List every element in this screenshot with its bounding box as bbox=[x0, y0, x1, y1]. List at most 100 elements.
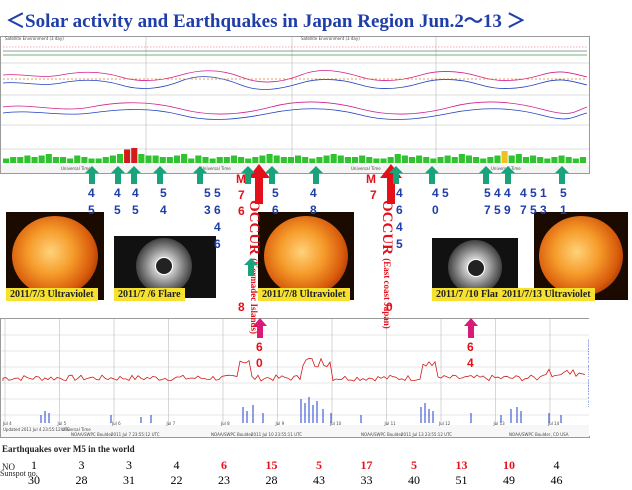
xray-right-strip bbox=[589, 318, 632, 436]
xray-date-label: Jul 7 bbox=[166, 421, 176, 426]
magenta-1-num-1: 0 bbox=[256, 356, 263, 370]
sun-image-3 bbox=[534, 212, 628, 300]
kp-bar bbox=[408, 157, 416, 163]
kp-bar bbox=[3, 158, 10, 163]
sunspot-label: Sunspot no. bbox=[0, 469, 38, 478]
flare-image-2-caption: 2011/7 /10 Flare bbox=[432, 288, 508, 301]
kp-bar bbox=[515, 154, 522, 163]
top-panel-header-left: Satellite Environment (3 day) bbox=[5, 36, 64, 41]
kp-bar bbox=[173, 155, 181, 163]
sunspot-count-cell: 40 bbox=[408, 473, 420, 487]
sun-image-2 bbox=[258, 212, 354, 300]
blue-magnitude-digit: 1 bbox=[540, 186, 547, 200]
no-label: NO bbox=[2, 462, 15, 472]
kp-bar bbox=[416, 155, 423, 163]
kp-bar bbox=[159, 157, 166, 163]
kp-bar bbox=[124, 149, 131, 163]
kp-bar bbox=[266, 154, 273, 163]
blue-magnitude-digit: 4 bbox=[520, 186, 527, 200]
blue-magnitude-digit: 5 bbox=[530, 186, 537, 200]
kp-bar bbox=[216, 157, 223, 163]
kp-bar bbox=[259, 155, 266, 163]
occur-1-num-1: 6 bbox=[238, 204, 245, 218]
kp-bar bbox=[116, 154, 124, 163]
blue-magnitude-digit: 1 bbox=[560, 203, 567, 217]
green-arrow-icon bbox=[389, 166, 403, 189]
occur-arrow-1 bbox=[248, 164, 270, 209]
kp-bar bbox=[252, 157, 259, 163]
flare-image-1 bbox=[114, 236, 216, 298]
blue-magnitude-digit: 7 bbox=[520, 203, 527, 217]
occur-label-2: OCCUR (East coast Japan) bbox=[378, 200, 395, 329]
satellite-environment-plot bbox=[1, 37, 589, 173]
green-arrow-icon bbox=[555, 166, 569, 189]
kp-bar bbox=[458, 154, 465, 163]
occur-2-num-1: 0 bbox=[386, 300, 393, 314]
kp-bar bbox=[230, 155, 238, 163]
kp-bar bbox=[423, 157, 430, 163]
sunspot-count-cell: 31 bbox=[123, 473, 135, 487]
earthquake-count-cell: 13 bbox=[455, 458, 468, 472]
kp-bar bbox=[451, 157, 458, 163]
kp-bar bbox=[530, 155, 537, 163]
occur-1-text: OCCUR bbox=[246, 200, 262, 255]
kp-bar bbox=[88, 158, 95, 163]
occur-1-sub: (Kermadec Islands) bbox=[249, 258, 259, 334]
kp-bar bbox=[188, 158, 195, 163]
sunspot-count-cell: 43 bbox=[313, 473, 325, 487]
blue-magnitude-digit: 4 bbox=[160, 203, 167, 217]
blue-magnitude-digit: 4 bbox=[504, 186, 511, 200]
kp-bar bbox=[359, 155, 366, 163]
top-panel-footer-3: Universal Time bbox=[351, 166, 381, 171]
green-arrow-icon bbox=[153, 166, 167, 189]
kp-bar bbox=[202, 157, 209, 163]
kp-bar bbox=[394, 154, 401, 163]
green-arrow-icon bbox=[241, 166, 255, 189]
kp-bar bbox=[109, 155, 116, 163]
occur-1-m: M bbox=[236, 172, 246, 186]
kp-bar bbox=[337, 155, 344, 163]
earthquake-count-cell: 5 bbox=[411, 458, 417, 472]
earthquake-count-cell: 4 bbox=[553, 458, 560, 472]
flare-image-1-caption: 2011/7 /6 Flare bbox=[114, 288, 185, 301]
green-arrow-icon bbox=[425, 166, 439, 189]
kp-bar bbox=[302, 157, 309, 163]
kp-bar bbox=[138, 154, 145, 163]
sunspot-count-cell: 22 bbox=[170, 473, 183, 487]
xray-footer-mid2: 2011 Jul 7 23:55:12 UTC bbox=[111, 432, 160, 437]
kp-bar bbox=[295, 155, 302, 163]
kp-bar bbox=[437, 157, 444, 163]
earthquake-count-cell: 3 bbox=[78, 458, 85, 472]
magenta-arrow-1 bbox=[253, 318, 267, 343]
kp-bar bbox=[537, 157, 544, 163]
blue-magnitude-digit: 4 bbox=[132, 186, 139, 200]
blue-magnitude-digit: 5 bbox=[560, 186, 567, 200]
occur-2-sub: (East coast Japan) bbox=[382, 258, 392, 329]
green-arrow-icon bbox=[501, 166, 515, 189]
xray-date-label: Jul 8 bbox=[221, 421, 230, 426]
blue-magnitude-digit: 5 bbox=[442, 186, 449, 200]
kp-bar bbox=[551, 157, 558, 163]
xray-footer-mid5: NOAA/SWPC Boulder bbox=[361, 432, 403, 437]
green-arrow-icon bbox=[85, 166, 99, 189]
xray-date-label: Jul 10 bbox=[330, 421, 342, 426]
xray-date-label: Jul 5 bbox=[57, 421, 67, 426]
blue-magnitude-digit: 5 bbox=[204, 186, 211, 200]
xray-flux-plot bbox=[1, 319, 589, 437]
kp-bar bbox=[465, 155, 473, 163]
earthquake-count-cell: 17 bbox=[360, 458, 373, 472]
page-title: ＜Solar activity and Earthquakes in Japan… bbox=[6, 11, 526, 32]
xray-date-label: Jul 14 bbox=[548, 421, 560, 426]
kp-bar bbox=[544, 158, 551, 163]
blue-magnitude-digit: 4 bbox=[310, 186, 317, 200]
kp-bar bbox=[280, 157, 287, 163]
kp-bar bbox=[209, 158, 216, 163]
blue-magnitude-digit: 3 bbox=[540, 203, 547, 217]
earthquake-count-cell: 15 bbox=[265, 458, 278, 472]
earthquake-count-cell: 6 bbox=[221, 458, 227, 472]
occur-2-text: OCCUR bbox=[379, 200, 395, 255]
kp-bar bbox=[387, 157, 394, 163]
blue-magnitude-digit: 5 bbox=[272, 186, 279, 200]
sunspot-count-cell: 28 bbox=[265, 473, 278, 487]
kp-bar bbox=[145, 155, 152, 163]
